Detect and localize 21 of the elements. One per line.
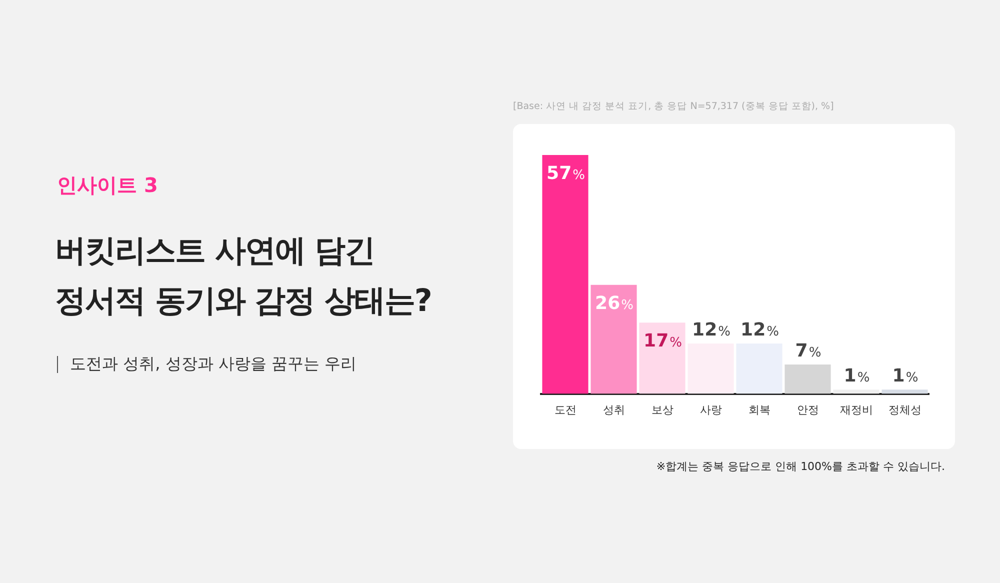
x-tick-label: 회복 — [748, 403, 770, 416]
x-tick-label: 안정 — [796, 403, 819, 416]
data-label: 1% — [844, 366, 870, 387]
text: 인사이트 3 — [57, 172, 158, 199]
data-label: 26% — [595, 292, 634, 314]
text: ※합계는 중복 응답으로 인해 100%를 초과할 수 있습니다. — [656, 459, 945, 474]
data-label: 12% — [692, 320, 730, 341]
text: 버킷리스트 사연에 담긴 정서적 동기와 감정 상태는? — [55, 232, 432, 321]
x-tick-label: 정체성 — [888, 403, 922, 416]
x-tick-label: 사랑 — [700, 403, 722, 416]
data-label: 17% — [644, 330, 682, 352]
x-tick-label: 성취 — [602, 403, 625, 416]
data-label: 1% — [892, 366, 918, 387]
x-tick-label: 보상 — [651, 403, 674, 416]
data-label: 57% — [546, 163, 585, 184]
x-tick-label: 재정비 — [840, 403, 873, 416]
data-label: 12% — [740, 320, 779, 341]
text: [Base: 사연 내 감정 분석 표기, 총 응답 N=57,317 (중복 응답 포함), %] — [513, 100, 834, 113]
data-label: 7% — [795, 340, 822, 362]
x-tick-label: 도전 — [554, 403, 576, 416]
text: 도전과 성취, 성장과 사랑을 꿈꾸는 우리 — [70, 354, 357, 375]
